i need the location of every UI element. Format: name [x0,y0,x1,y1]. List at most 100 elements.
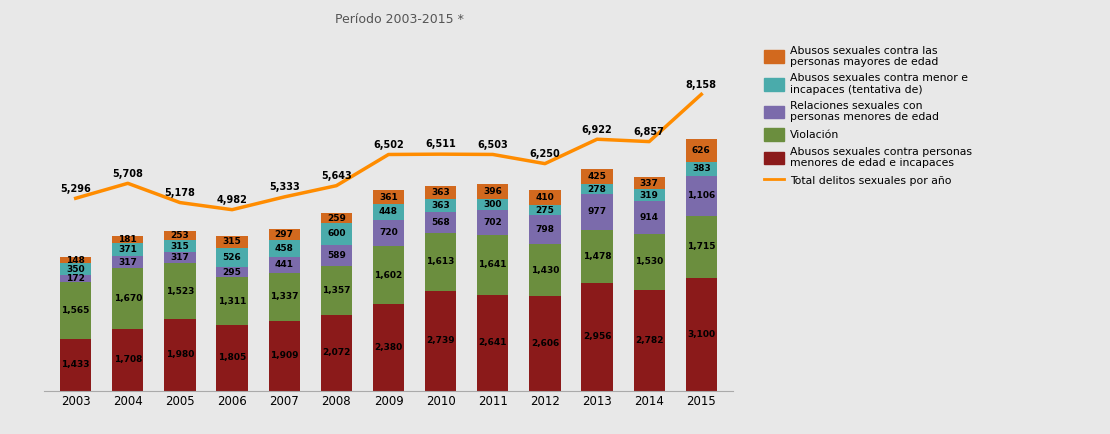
Bar [477,199,508,210]
Text: 396: 396 [483,187,502,196]
Bar [582,184,613,194]
Text: 1,805: 1,805 [218,353,246,362]
Bar [529,244,561,296]
Bar [269,256,300,273]
Text: 148: 148 [67,256,85,265]
Bar [321,316,352,391]
Text: 914: 914 [639,213,658,222]
Bar [582,168,613,184]
Bar [60,339,91,391]
Text: 441: 441 [275,260,294,269]
Bar [686,216,717,278]
Text: 181: 181 [119,235,138,244]
Bar [321,223,352,245]
Text: 600: 600 [327,229,345,238]
Text: 259: 259 [327,214,346,223]
Bar [425,291,456,391]
Text: 319: 319 [639,191,658,200]
Text: 317: 317 [119,258,138,266]
Text: 278: 278 [587,184,606,194]
Bar [60,257,91,263]
Text: 363: 363 [432,201,450,210]
Text: 6,511: 6,511 [425,139,456,149]
Bar [373,304,404,391]
Bar [216,248,248,267]
Text: 1,715: 1,715 [687,242,716,251]
Bar [269,321,300,391]
Bar [634,201,665,234]
Text: 1,311: 1,311 [218,297,246,306]
Text: Período 2003-2015 *: Período 2003-2015 * [335,13,464,26]
Bar [373,246,404,304]
Text: 2,606: 2,606 [531,339,559,348]
Text: 172: 172 [67,274,85,283]
Text: 526: 526 [223,253,242,262]
Text: 275: 275 [535,206,554,214]
Bar [634,234,665,289]
Bar [112,268,143,329]
Text: 977: 977 [587,207,606,216]
Text: 253: 253 [171,231,190,240]
Text: 1,433: 1,433 [61,360,90,369]
Text: 5,333: 5,333 [269,182,300,192]
Text: 1,980: 1,980 [165,350,194,359]
Bar [60,263,91,276]
Bar [477,210,508,235]
Text: 5,178: 5,178 [164,188,195,198]
Text: 458: 458 [275,244,294,253]
Bar [373,204,404,220]
Text: 315: 315 [171,242,190,251]
Text: 1,670: 1,670 [113,294,142,303]
Text: 448: 448 [379,207,398,216]
Text: 1,708: 1,708 [113,355,142,364]
Bar [216,236,248,248]
Text: 3,100: 3,100 [687,330,715,339]
Text: 1,357: 1,357 [322,286,351,295]
Bar [60,276,91,282]
Text: 1,523: 1,523 [165,286,194,296]
Bar [425,186,456,199]
Text: 1,430: 1,430 [531,266,559,274]
Bar [686,162,717,176]
Bar [477,184,508,199]
Bar [112,237,143,243]
Text: 6,502: 6,502 [373,140,404,150]
Text: 5,296: 5,296 [60,184,91,194]
Text: 2,956: 2,956 [583,332,612,342]
Bar [425,212,456,233]
Text: 1,337: 1,337 [270,293,299,302]
Bar [373,191,404,204]
Bar [634,289,665,391]
Text: 720: 720 [380,228,397,237]
Text: 1,602: 1,602 [374,270,403,279]
Bar [686,176,717,216]
Text: 8,158: 8,158 [686,79,717,90]
Bar [164,252,195,263]
Text: 2,782: 2,782 [635,335,664,345]
Text: 1,478: 1,478 [583,252,612,261]
Bar [321,245,352,266]
Text: 300: 300 [484,200,502,209]
Text: 1,530: 1,530 [635,257,664,266]
Text: 1,565: 1,565 [61,306,90,315]
Text: 361: 361 [380,193,397,201]
Bar [112,329,143,391]
Text: 295: 295 [223,268,242,276]
Text: 317: 317 [171,253,190,262]
Text: 702: 702 [483,218,502,227]
Text: 6,503: 6,503 [477,140,508,150]
Text: 626: 626 [692,146,710,155]
Bar [216,325,248,391]
Bar [216,277,248,325]
Text: 798: 798 [535,225,554,234]
Bar [164,319,195,391]
Bar [582,283,613,391]
Text: 589: 589 [327,251,346,260]
Bar [582,230,613,283]
Text: 425: 425 [587,172,606,181]
Bar [529,296,561,391]
Text: 383: 383 [692,164,710,173]
Bar [216,267,248,277]
Bar [529,215,561,244]
Bar [269,240,300,256]
